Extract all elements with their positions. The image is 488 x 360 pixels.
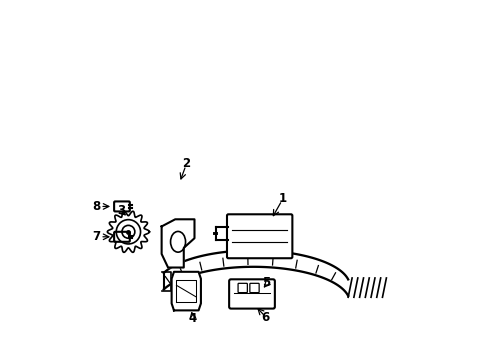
Polygon shape	[171, 272, 201, 310]
FancyBboxPatch shape	[229, 279, 274, 309]
FancyBboxPatch shape	[114, 202, 130, 211]
Text: 4: 4	[188, 312, 197, 325]
Text: 7: 7	[92, 230, 101, 243]
FancyBboxPatch shape	[238, 283, 247, 293]
FancyBboxPatch shape	[226, 214, 292, 258]
Text: 8: 8	[92, 200, 101, 213]
Text: 2: 2	[182, 157, 190, 170]
FancyBboxPatch shape	[114, 232, 130, 242]
Text: 3: 3	[117, 204, 125, 217]
Text: 6: 6	[261, 311, 269, 324]
Polygon shape	[162, 219, 194, 267]
FancyBboxPatch shape	[249, 283, 259, 293]
Text: 5: 5	[262, 276, 270, 289]
Text: 1: 1	[279, 193, 286, 206]
